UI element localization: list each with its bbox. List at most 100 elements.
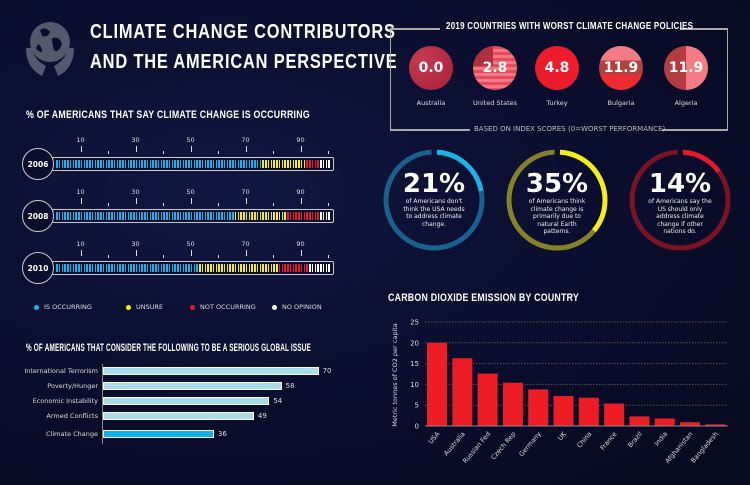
stripe-is-occurring [199,160,201,168]
stripe-is-occurring [163,264,165,272]
stripe-is-occurring [78,212,80,220]
bar-value-label: 58 [285,382,295,390]
stripe-is-occurring [119,160,121,168]
stripe-is-occurring [221,160,223,168]
stripe-is-occurring [232,160,234,168]
scale-tick [245,250,247,256]
scale-tick [190,146,192,152]
scale-tick-label: 50 [186,240,195,248]
stripe-unsure [259,264,262,272]
bar-value-label: 49 [257,412,267,420]
stripe-is-occurring [64,264,66,272]
stripe-no-opinion [320,212,322,220]
stripe-is-occurring [157,264,160,272]
stripe-is-occurring [210,212,212,220]
globe-in-hands-icon [26,22,74,76]
bar-category-label: Climate Change [46,430,98,438]
country-score: 2.8 [482,60,508,76]
stripe-no-opinion [322,264,325,272]
x-tick-label: China [575,430,593,449]
stripe-is-occurring [91,160,94,168]
stripe-not-occurring [292,212,295,220]
stripe-is-occurring [108,160,110,168]
stripe-not-occurring [295,264,297,272]
stripe-is-occurring [229,160,231,168]
bar [629,416,650,426]
stripe-is-occurring [116,160,119,168]
stripe-unsure [284,160,286,168]
scale-tick-label: 10 [76,240,85,248]
stripe-is-occurring [94,212,97,220]
stripe-is-occurring [218,160,220,168]
stripe-no-opinion [322,212,325,220]
scale-tick [135,198,137,204]
stripe-is-occurring [199,212,201,220]
stripe-is-occurring [69,264,72,272]
stripe-is-occurring [215,160,218,168]
stripe-is-occurring [160,264,163,272]
stripe-is-occurring [100,212,102,220]
stripe-is-occurring [190,212,193,220]
stripe-not-occurring [309,212,311,220]
scale-tick [273,151,274,154]
stripe-not-occurring [284,264,286,272]
stripe-is-occurring [135,212,138,220]
stripe-is-occurring [149,160,152,168]
bar [427,342,447,426]
scale-tick-label: 90 [296,188,305,196]
scale-tick-label: 30 [131,136,140,144]
scale-tick-label: 30 [131,240,140,248]
stripe-is-occurring [179,160,182,168]
stripe-is-occurring [69,212,72,220]
bar [502,382,523,426]
stripe-unsure [276,212,278,220]
stripe-is-occurring [144,160,146,168]
bar [654,418,675,426]
page-title-line2: AND THE AMERICAN PERSPECTIVE [90,51,398,73]
bar-category-label: Armed Conflicts [46,412,98,420]
legend-label: UNSURE [136,303,164,311]
bar-category-label: Economic Instability [32,397,98,405]
box-border-top-left [390,28,440,30]
stripe-is-occurring [223,212,226,220]
stripe-is-occurring [111,160,113,168]
stripe-not-occurring [278,264,281,272]
scale-tick-label: 30 [131,188,140,196]
stripe-not-occurring [317,212,319,220]
stripe-unsure [240,264,242,272]
bar [103,430,214,438]
box-border-bottom-right [662,129,728,131]
stripe-is-occurring [182,160,185,168]
stripe-is-occurring [196,264,198,272]
bar-category-label: Poverty/Hunger [47,382,98,390]
stripe-not-occurring [306,160,308,168]
stripe-is-occurring [259,160,262,168]
stripe-unsure [265,212,267,220]
stripe-is-occurring [91,264,94,272]
stripe-is-occurring [174,212,176,220]
stripe-is-occurring [188,212,190,220]
stripe-is-occurring [182,264,185,272]
stripe-unsure [262,212,264,220]
stripe-no-opinion [311,264,314,272]
stripe-is-occurring [111,212,113,220]
stripe-is-occurring [119,212,121,220]
stripe-is-occurring [89,212,91,220]
stripe-is-occurring [75,212,77,220]
stripe-is-occurring [149,212,152,220]
stripe-not-occurring [303,264,306,272]
stripe-is-occurring [56,264,58,272]
bar-value-label: 54 [273,397,283,405]
legend-label: IS OCCURRING [44,303,92,311]
stripe-no-opinion [325,212,328,220]
stripe-is-occurring [190,160,193,168]
stripe-is-occurring [146,160,149,168]
scale-tick-label: 70 [241,188,250,196]
stripe-is-occurring [204,212,207,220]
stripe-is-occurring [166,160,168,168]
bar [680,422,700,426]
bar-value-label: 70 [322,367,332,375]
stat-percent: 35% [525,169,589,199]
stripe-is-occurring [141,212,143,220]
stripe-is-occurring [155,212,157,220]
